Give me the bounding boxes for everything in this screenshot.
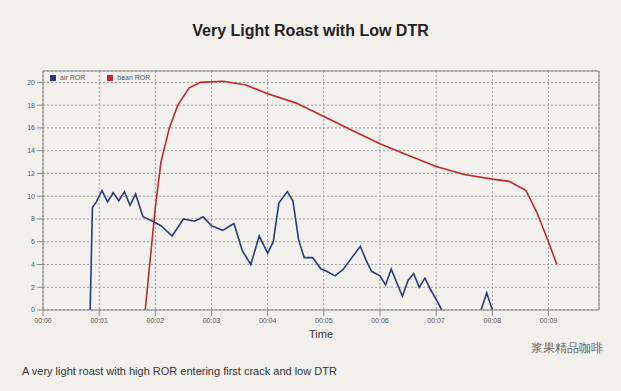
svg-text:00:01: 00:01	[90, 317, 108, 324]
svg-text:00:02: 00:02	[147, 317, 165, 324]
svg-text:00:08: 00:08	[484, 317, 502, 324]
svg-text:Time: Time	[309, 328, 333, 340]
html-text:A very light roast with high R: A very light roast with high ROR enterin…	[22, 365, 337, 377]
svg-text:6: 6	[31, 238, 35, 245]
svg-text:00:07: 00:07	[427, 317, 445, 324]
html-text:air ROR: air ROR	[60, 74, 86, 81]
svg-text:2: 2	[31, 284, 35, 291]
svg-text:00:09: 00:09	[540, 317, 558, 324]
svg-text:00:00: 00:00	[34, 317, 52, 324]
svg-text:14: 14	[27, 147, 35, 154]
html-text:bean ROR: bean ROR	[117, 74, 151, 81]
svg-text:00:06: 00:06	[371, 317, 389, 324]
svg-text:8: 8	[31, 215, 35, 222]
html-text:浆果精品咖啡: 浆果精品咖啡	[531, 341, 603, 355]
svg-text:20: 20	[27, 79, 35, 86]
svg-text:00:04: 00:04	[259, 317, 277, 324]
svg-text:12: 12	[27, 170, 35, 177]
svg-text:00:05: 00:05	[315, 317, 333, 324]
svg-text:10: 10	[27, 193, 35, 200]
svg-text:18: 18	[27, 102, 35, 109]
html-text:Very Light Roast with Low DTR: Very Light Roast with Low DTR	[192, 22, 429, 39]
svg-text:16: 16	[27, 124, 35, 131]
svg-text:4: 4	[31, 261, 35, 268]
svg-text:0: 0	[31, 306, 35, 313]
svg-text:00:03: 00:03	[203, 317, 221, 324]
